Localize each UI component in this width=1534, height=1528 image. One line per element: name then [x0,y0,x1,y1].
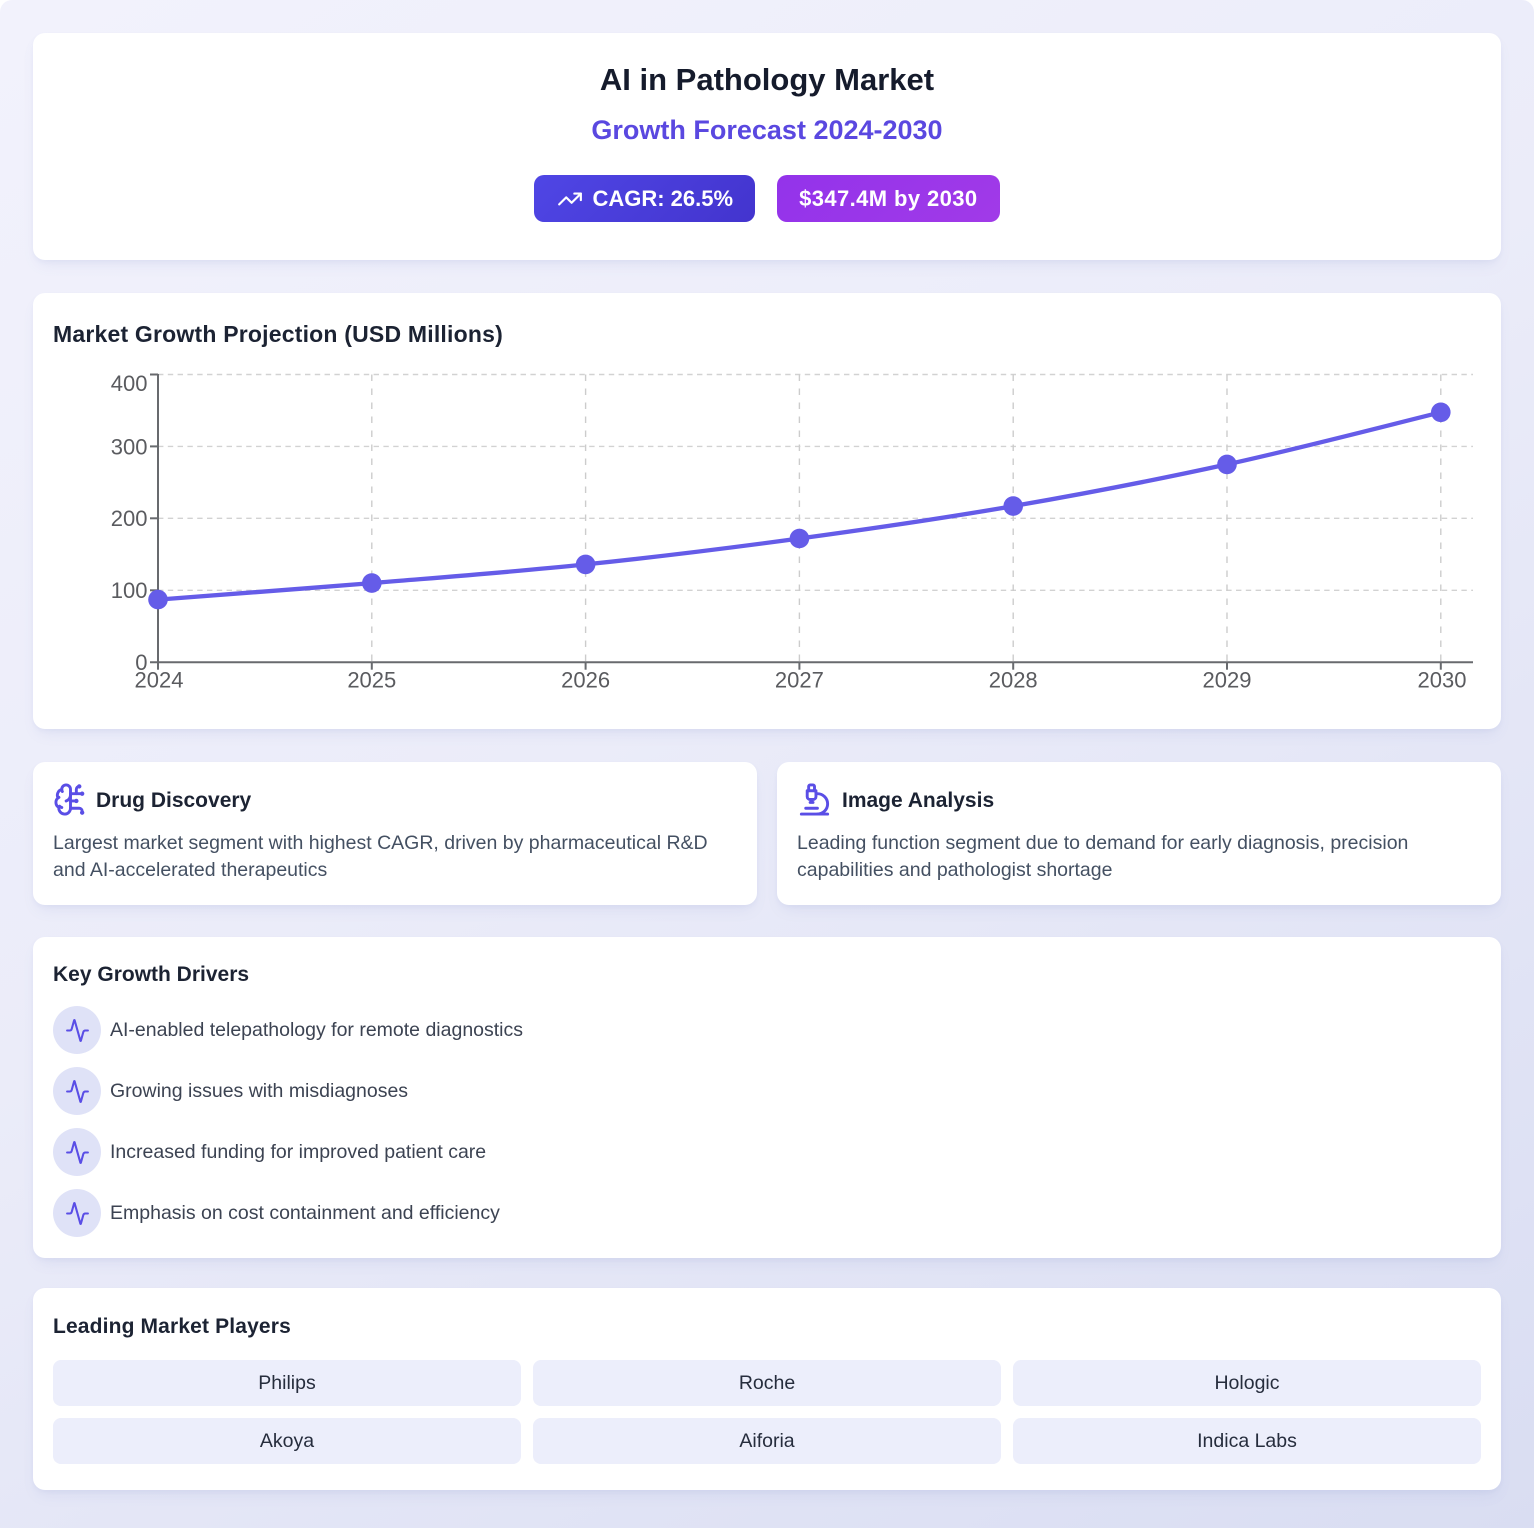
svg-text:300: 300 [111,434,148,459]
svg-text:2030: 2030 [1418,668,1467,693]
svg-text:0: 0 [135,650,147,675]
svg-text:2025: 2025 [347,668,396,693]
svg-text:100: 100 [111,578,148,603]
svg-text:400: 400 [111,371,148,396]
svg-text:2029: 2029 [1203,668,1252,693]
svg-text:2028: 2028 [989,668,1038,693]
svg-text:200: 200 [111,506,148,531]
svg-text:2026: 2026 [561,668,610,693]
svg-text:2024: 2024 [135,668,184,693]
svg-text:2027: 2027 [775,668,824,693]
